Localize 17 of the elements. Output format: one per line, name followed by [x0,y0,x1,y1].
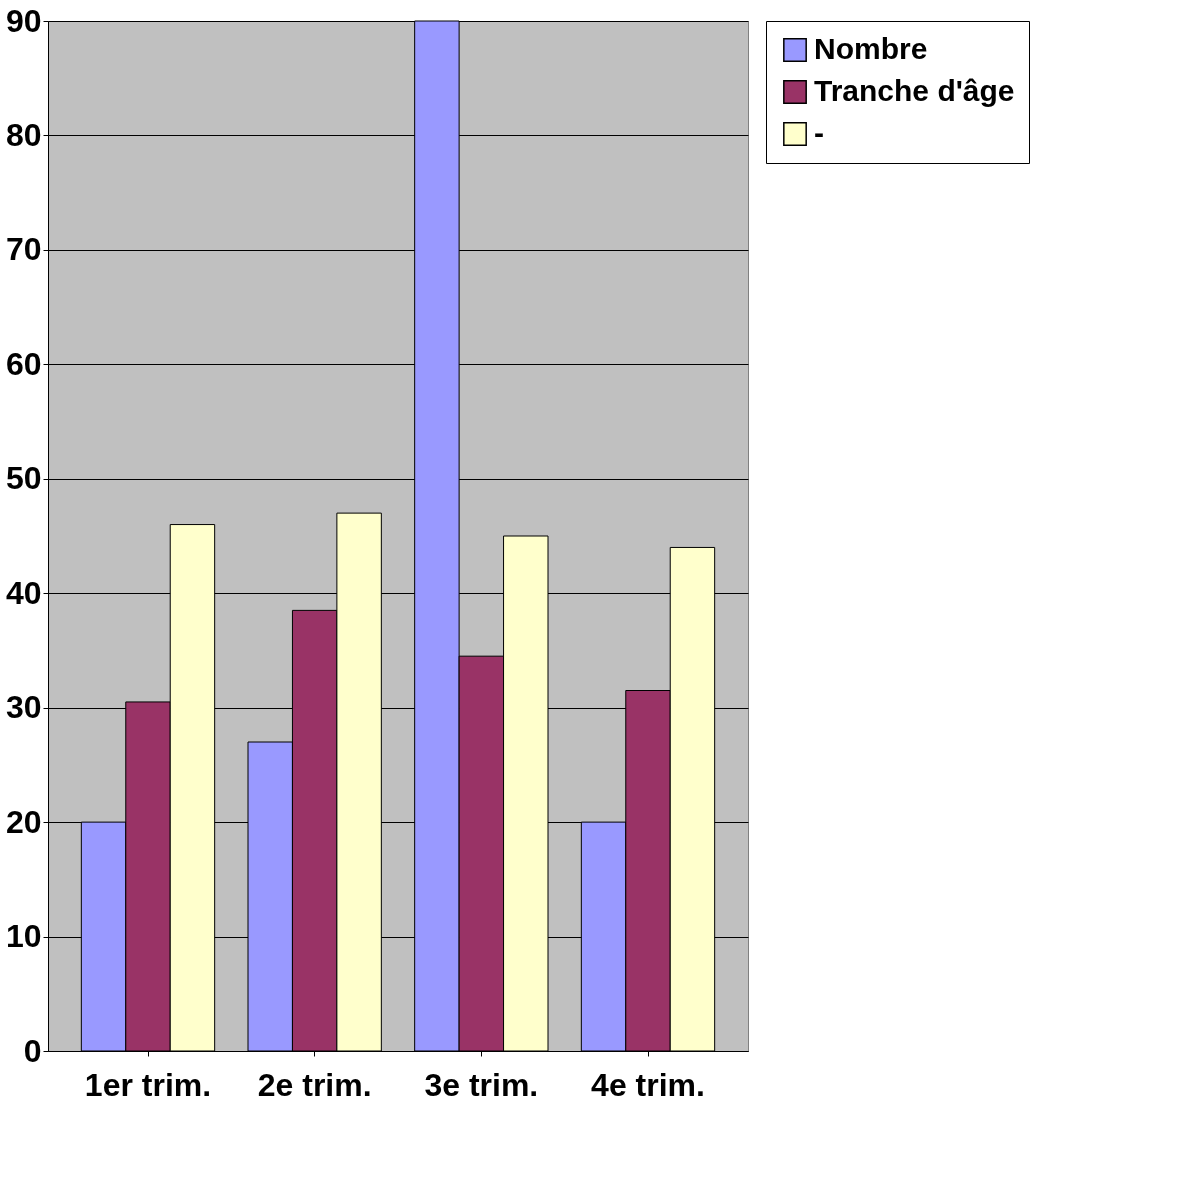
y-tick-label: 60 [5,345,42,382]
y-tick-label: 10 [5,918,42,955]
y-tick-label: 20 [5,803,42,840]
legend-label: Tranche d'âge [814,74,1015,107]
y-tick-label: 30 [5,689,42,726]
x-tick-label: 1er trim. [84,1066,212,1103]
x-tick-label: 3e trim. [424,1066,539,1103]
x-tick-label: 4e trim. [591,1066,705,1103]
y-tick-label: 80 [5,116,42,153]
y-tick-label: 70 [5,231,42,268]
y-tick-label: 0 [23,1032,42,1069]
y-tick-label: 50 [5,460,42,497]
x-tick-label: 2e trim. [257,1066,372,1103]
y-tick-label: 90 [5,2,42,39]
legend-label: Nombre [814,32,928,65]
legend-label: - [814,116,824,149]
y-tick-label: 40 [5,574,42,611]
